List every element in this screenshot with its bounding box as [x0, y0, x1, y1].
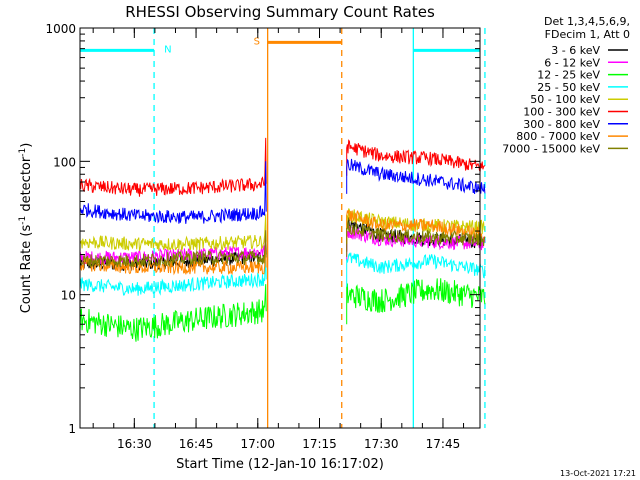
- legend-header-2: FDecim 1, Att 0: [545, 28, 630, 41]
- series-line-5-seg1: [79, 137, 267, 197]
- legend-header-1: Det 1,3,4,5,6,9,: [544, 15, 630, 28]
- y-tick-label: 1000: [45, 22, 76, 36]
- series-line-8-seg2: [346, 221, 486, 257]
- legend-label: 100 - 300 keV: [523, 106, 600, 119]
- legend-label: 50 - 100 keV: [530, 93, 600, 106]
- flag-label-1: S: [254, 36, 260, 47]
- series-line-3-seg2: [346, 252, 486, 288]
- x-tick-label: 17:45: [426, 437, 461, 451]
- footer-timestamp: 13-Oct-2021 17:21: [560, 469, 636, 478]
- legend-label: 3 - 6 keV: [551, 44, 600, 57]
- series-line-3-seg1: [79, 252, 267, 296]
- series-line-6-seg1: [79, 161, 267, 224]
- x-tick-label: 17:00: [240, 437, 275, 451]
- series-line-4-seg1: [79, 214, 267, 252]
- x-axis-label: Start Time (12-Jan-10 16:17:02): [176, 457, 384, 472]
- y-tick-label: 10: [61, 289, 76, 303]
- series-line-6-seg2: [346, 158, 486, 194]
- x-tick-label: 16:45: [179, 437, 214, 451]
- series-line-2-seg2: [346, 278, 486, 325]
- legend-label: 12 - 25 keV: [537, 69, 600, 82]
- legend-label: 7000 - 15000 keV: [502, 142, 600, 155]
- x-tick-label: 17:30: [364, 437, 399, 451]
- legend-label: 6 - 12 keV: [544, 56, 600, 69]
- series-line-2-seg1: [79, 284, 267, 342]
- x-tick-label: 16:30: [117, 437, 152, 451]
- series-line-8-seg1: [79, 230, 267, 268]
- y-tick-label: 100: [53, 155, 76, 169]
- series-line-7-seg1: [79, 240, 267, 276]
- y-axis-label: Count Rate (s-1 detector-1): [18, 143, 34, 314]
- chart-title: RHESSI Observing Summary Count Rates: [125, 3, 435, 21]
- plot-frame: [79, 27, 481, 429]
- series-line-5-seg2: [346, 139, 486, 176]
- legend-label: 300 - 800 keV: [523, 118, 600, 131]
- flag-label-0: N: [164, 44, 171, 55]
- legend-label: 800 - 7000 keV: [516, 130, 600, 143]
- y-tick-label: 1: [68, 422, 76, 436]
- legend-label: 25 - 50 keV: [537, 81, 600, 94]
- x-tick-label: 17:15: [302, 437, 337, 451]
